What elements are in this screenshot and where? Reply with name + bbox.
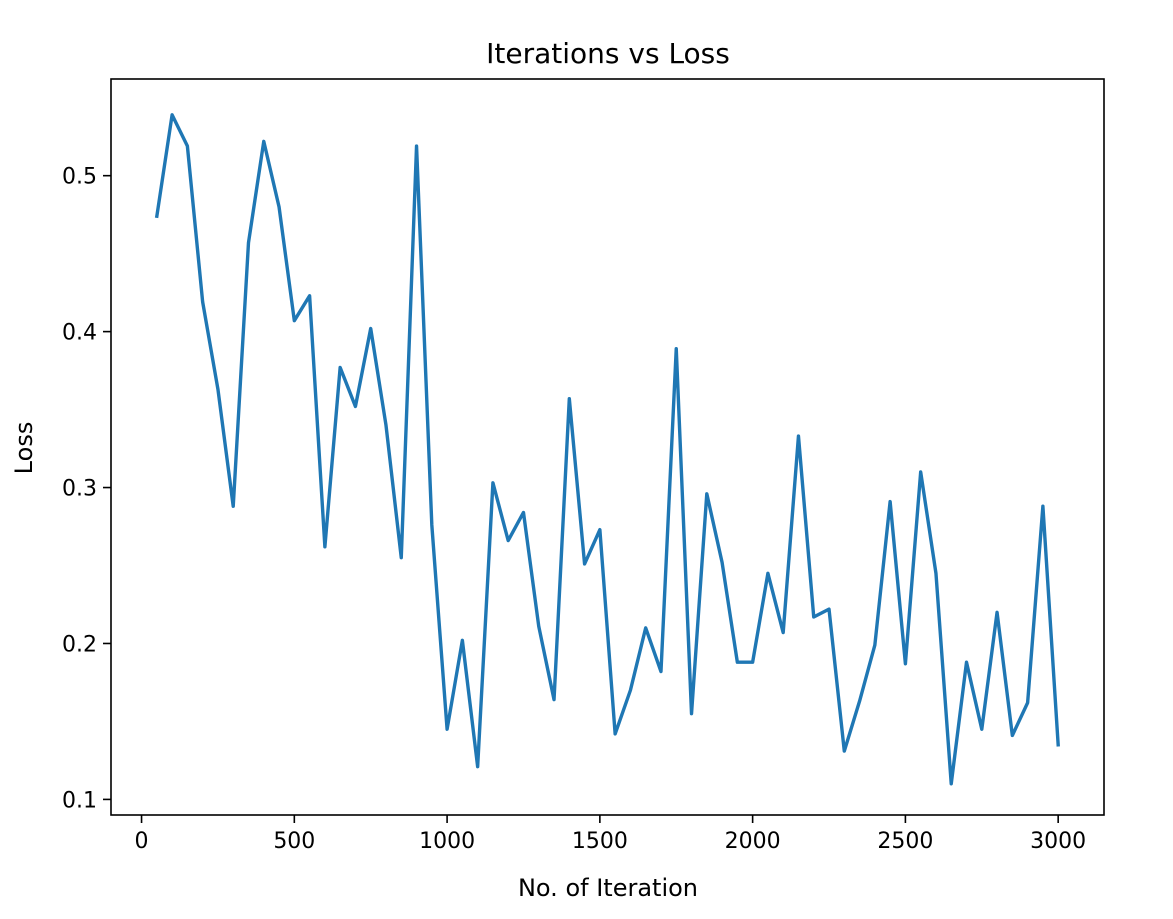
series-layer (154, 113, 1060, 786)
x-axis-label: No. of Iteration (518, 874, 698, 902)
x-tick-label: 1000 (419, 829, 475, 854)
x-tick-label: 500 (273, 829, 315, 854)
y-tick-label: 0.3 (62, 477, 97, 502)
y-tick-label: 0.4 (62, 321, 97, 346)
chart-title: Iterations vs Loss (486, 37, 730, 70)
x-tick-label: 2500 (877, 829, 933, 854)
y-axis-label: Loss (10, 422, 38, 475)
x-tick-label: 3000 (1030, 829, 1086, 854)
x-tick-label: 2000 (725, 829, 781, 854)
x-tick-label: 0 (135, 829, 149, 854)
loss-series-line (154, 113, 1060, 786)
x-tick-label: 1500 (572, 829, 628, 854)
y-tick-label: 0.2 (62, 632, 97, 657)
y-tick-label: 0.5 (62, 165, 97, 190)
y-tick-label: 0.1 (62, 788, 97, 813)
plot-area-frame (110, 78, 1105, 816)
ticks-layer: 0 500 1000 1500 2000 2500 3000 0.1 0.2 0.3 0.4 0.5 (62, 165, 1086, 854)
